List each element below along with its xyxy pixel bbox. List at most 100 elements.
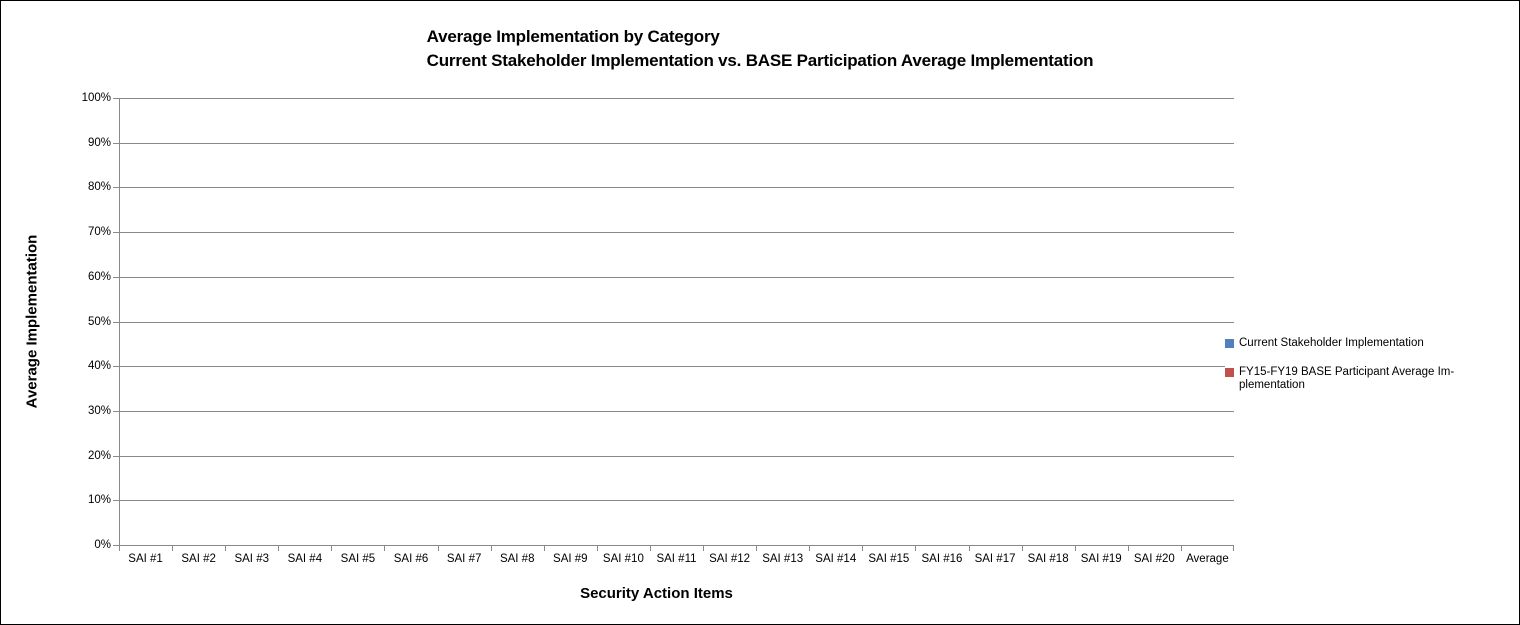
x-tick-mark: [1074, 545, 1076, 551]
x-tick-label: SAI #7: [446, 553, 482, 565]
x-tick-mark: [703, 545, 705, 551]
bar-group: [1128, 98, 1181, 545]
x-tick-label: SAI #1: [128, 553, 163, 565]
x-tick-label: SAI #9: [553, 553, 588, 565]
x-tick-mark: [172, 545, 174, 551]
x-tick-label: SAI #4: [287, 553, 323, 565]
y-tick-label: 70%: [87, 226, 111, 239]
y-tick-label: 100%: [81, 92, 111, 104]
x-tick-mark: [596, 545, 598, 551]
gridline: [119, 545, 1234, 546]
y-tick-mark: [113, 500, 119, 502]
y-tick-mark: [113, 232, 119, 234]
x-tick-mark: [862, 545, 864, 551]
gridline: [119, 142, 1234, 144]
x-tick-label: SAI #20: [1133, 553, 1175, 565]
legend-item-base-participant: FY15-FY19 BASE Participant Average Im- p…: [1225, 366, 1473, 392]
y-tick-label: 20%: [87, 449, 111, 462]
y-tick-mark: [113, 98, 119, 99]
bar-group: [172, 98, 225, 545]
x-tick-mark: [968, 545, 970, 551]
y-tick-label: 50%: [87, 315, 111, 328]
x-tick-mark: [1180, 545, 1182, 551]
y-tick-label: 10%: [87, 494, 111, 507]
y-tick-label: 80%: [87, 181, 111, 194]
bar-group: [1075, 98, 1128, 545]
y-tick-label: 40%: [87, 360, 111, 373]
bar-group: [809, 98, 862, 545]
y-tick-mark: [113, 142, 119, 144]
y-axis-labels: 0% 10% 20% 30% 40% 50% 60% 70% 80% 90% 100%: [1, 92, 111, 551]
bar-group: [1181, 98, 1234, 545]
bar-group: [119, 98, 172, 545]
x-tick-mark: [756, 545, 758, 551]
legend-label-current-stakeholder: Current Stakeholder Implementation: [1239, 337, 1424, 349]
x-tick-label: SAI #16: [921, 553, 963, 565]
chart-title-line2: Current Stakeholder Implementation vs. B…: [426, 51, 1094, 70]
gridline: [119, 187, 1234, 189]
bar-group: [438, 98, 491, 545]
x-tick-label: SAI #17: [974, 553, 1016, 565]
y-tick-mark: [113, 410, 119, 412]
x-tick-mark: [809, 545, 811, 551]
x-tick-label: Average: [1186, 553, 1229, 565]
x-tick-label: SAI #6: [393, 553, 429, 565]
gridline: [119, 276, 1234, 278]
gridline: [119, 98, 1234, 99]
bar-group: [969, 98, 1022, 545]
legend-swatch-blue-icon: [1225, 339, 1234, 348]
bar-group: [650, 98, 703, 545]
y-tick-mark: [113, 276, 119, 278]
x-axis-labels: SAI #1 SAI #2 SAI #3 SAI #4 SAI #5 SAI #6 SAI …: [119, 553, 1234, 569]
x-tick-label: SAI #15: [868, 553, 910, 565]
x-tick-label: SAI #12: [709, 553, 751, 565]
x-tick-label: SAI #10: [602, 553, 644, 565]
x-tick-mark: [278, 545, 280, 551]
x-tick-mark: [331, 545, 333, 551]
bar-group: [384, 98, 437, 545]
y-axis-tick-marks: [113, 98, 119, 546]
x-tick-label: SAI #2: [181, 553, 216, 565]
bar-group: [278, 98, 331, 545]
gridline: [119, 321, 1234, 323]
y-tick-mark: [113, 455, 119, 457]
y-tick-mark: [113, 366, 119, 368]
bar-group: [862, 98, 915, 545]
x-tick-label: SAI #5: [340, 553, 376, 565]
x-axis-title: Security Action Items: [580, 585, 733, 602]
y-tick-mark: [113, 545, 119, 546]
bar-group: [703, 98, 756, 545]
y-tick-label: 60%: [87, 270, 111, 283]
x-tick-mark: [1127, 545, 1129, 551]
bar-group: [544, 98, 597, 545]
bar-series-container: [119, 98, 1234, 545]
x-tick-label: SAI #8: [499, 553, 535, 565]
x-tick-mark: [915, 545, 917, 551]
x-tick-mark: [649, 545, 651, 551]
x-axis-tick-marks: [119, 545, 1234, 551]
chart-title-line1: Average Implementation by Category: [426, 27, 720, 46]
plot-area: [119, 98, 1234, 546]
x-tick-mark: [543, 545, 545, 551]
gridline: [119, 366, 1234, 368]
bar-group: [225, 98, 278, 545]
y-tick-label: 30%: [87, 404, 111, 417]
x-tick-label: SAI #3: [234, 553, 269, 565]
x-tick-mark: [1021, 545, 1023, 551]
bar-group: [331, 98, 384, 545]
x-tick-label: SAI #18: [1027, 553, 1069, 565]
y-tick-label: 0%: [94, 539, 111, 551]
gridline: [119, 500, 1234, 502]
legend-label-base-participant: FY15-FY19 BASE Participant Average Im- p…: [1239, 366, 1455, 391]
chart-title-block: Average Implementation by Category Curre…: [427, 25, 1094, 73]
x-tick-label: SAI #11: [656, 553, 697, 565]
x-tick-mark: [384, 545, 386, 551]
x-tick-label: SAI #13: [762, 553, 804, 565]
x-tick-mark: [225, 545, 227, 551]
y-axis-line: [119, 98, 120, 550]
y-tick-mark: [113, 321, 119, 323]
x-tick-mark: [437, 545, 439, 551]
x-tick-label: SAI #14: [815, 553, 857, 565]
bar-group: [915, 98, 968, 545]
